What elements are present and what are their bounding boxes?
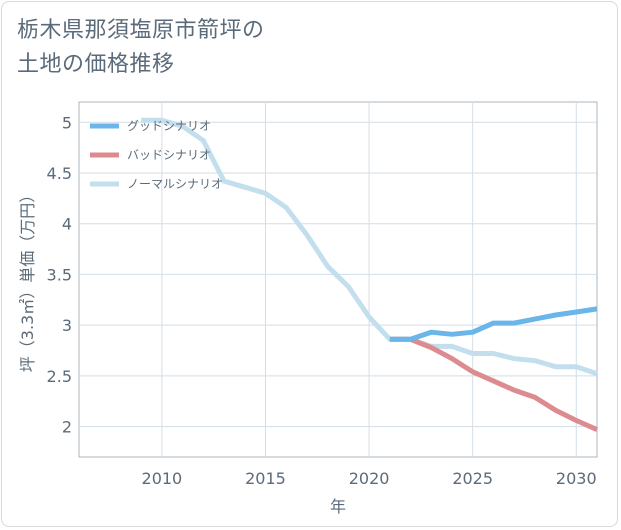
x-tick-label: 2020 bbox=[349, 469, 390, 488]
series-line-1 bbox=[389, 336, 599, 432]
y-tick-label: 3.5 bbox=[47, 265, 72, 284]
x-axis-title: 年 bbox=[330, 497, 346, 516]
x-tick-label: 2025 bbox=[452, 469, 493, 488]
chart-title: 栃木県那須塩原市箭坪の 土地の価格推移 bbox=[17, 14, 437, 82]
legend-label: グッドシナリオ bbox=[127, 119, 211, 133]
y-tick-label: 5 bbox=[62, 113, 72, 132]
chart-title-line-1: 栃木県那須塩原市箭坪の bbox=[17, 18, 265, 43]
y-tick-label: 3 bbox=[62, 316, 72, 335]
y-tick-label: 4 bbox=[62, 215, 72, 234]
plot-area bbox=[78, 101, 598, 458]
chart-title-line-2: 土地の価格推移 bbox=[17, 52, 175, 77]
x-tick-label: 2010 bbox=[142, 469, 183, 488]
x-tick-label: 2015 bbox=[245, 469, 286, 488]
series-line-0 bbox=[389, 306, 598, 342]
legend-label: バッドシナリオ bbox=[127, 148, 211, 162]
axis-ticks: 2010 2015 2020 2025 2030 2 2.5 3 3.5 4 4.5 5 bbox=[47, 113, 597, 488]
y-tick-label: 2 bbox=[62, 418, 72, 437]
y-tick-label: 4.5 bbox=[47, 164, 72, 183]
series-line-2 bbox=[141, 117, 598, 377]
legend-label: ノーマルシナリオ bbox=[127, 177, 223, 191]
series-lines bbox=[141, 117, 599, 432]
x-tick-label: 2030 bbox=[556, 469, 597, 488]
y-axis-title: 坪（3.3㎡）単価（万円） bbox=[18, 187, 37, 372]
y-tick-label: 2.5 bbox=[47, 367, 72, 386]
